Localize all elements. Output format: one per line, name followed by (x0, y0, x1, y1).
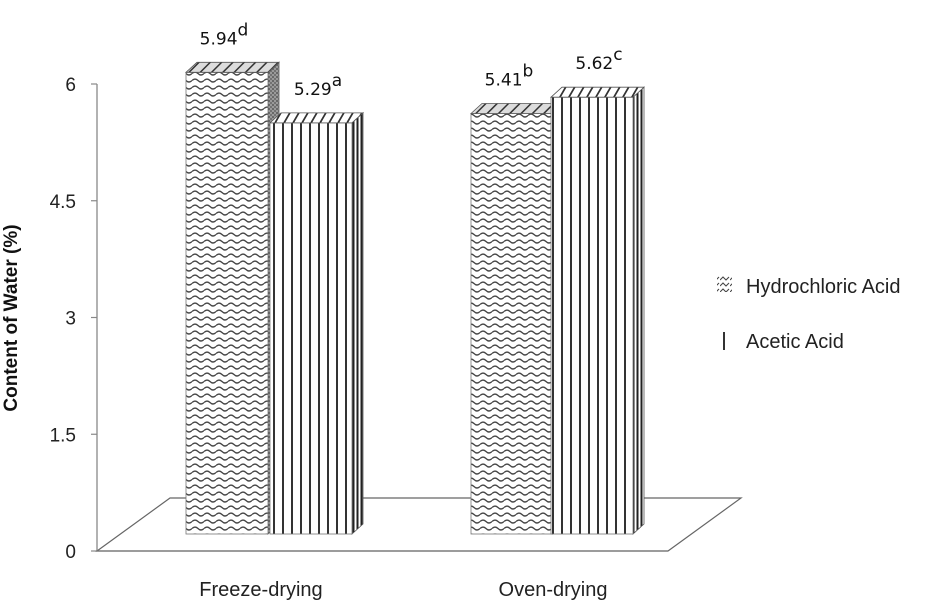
bar-freeze-drying-acetic-acid (268, 111, 365, 535)
data-label-freeze-drying-acetic-acid: 5.29a (294, 71, 342, 100)
significance-letter: c (613, 45, 622, 65)
legend-item-acetic-acid: Acetic Acid (717, 331, 844, 353)
bar-top-face (184, 61, 281, 73)
data-label-oven-drying-acetic-acid: 5.62c (575, 45, 622, 74)
bar-top-face (268, 112, 365, 124)
x-tick-label-freeze-drying: Freeze-drying (199, 579, 322, 601)
bar-freeze-drying-hydrochloric-acid (184, 61, 281, 535)
significance-letter: b (523, 62, 534, 82)
y-tick-label: 1.5 (50, 425, 76, 446)
y-tick-label: 3 (65, 309, 76, 330)
legend-item-hydrochloric-acid: Hydrochloric Acid (717, 276, 901, 298)
bar-oven-drying-hydrochloric-acid (469, 102, 566, 535)
y-tick-label: 4.5 (50, 192, 76, 213)
legend-swatch-hydrochloric-acid (717, 276, 732, 292)
bar-front-face (185, 71, 269, 535)
y-tick-label: 6 (65, 75, 76, 96)
significance-letter: d (238, 20, 249, 40)
y-axis-title: Content of Water (%) (1, 224, 22, 411)
bar-top-face (469, 103, 566, 114)
y-tick-label: 0 (65, 542, 76, 563)
significance-letter: a (332, 71, 342, 91)
legend-swatch-acetic-acid (717, 332, 732, 350)
bar-side-face (632, 86, 645, 535)
legend: Hydrochloric Acid Acetic Acid (717, 276, 901, 353)
bar-top-face (549, 86, 646, 98)
data-label-freeze-drying-hydrochloric-acid: 5.94d (200, 20, 249, 49)
legend-label-acetic-acid: Acetic Acid (746, 331, 844, 353)
legend-label-hydrochloric-acid: Hydrochloric Acid (746, 276, 901, 298)
bar-front-face (269, 122, 353, 535)
bar-front-face (550, 96, 634, 535)
y-axis-ticks: 0 1.5 3 4.5 6 (50, 75, 97, 563)
bar-front-face (470, 113, 554, 535)
bar-oven-drying-acetic-acid (549, 86, 646, 535)
x-tick-label-oven-drying: Oven-drying (499, 579, 608, 601)
bars-group (184, 61, 646, 535)
data-label-oven-drying-hydrochloric-acid: 5.41b (485, 62, 534, 91)
bar-side-face (351, 111, 364, 535)
